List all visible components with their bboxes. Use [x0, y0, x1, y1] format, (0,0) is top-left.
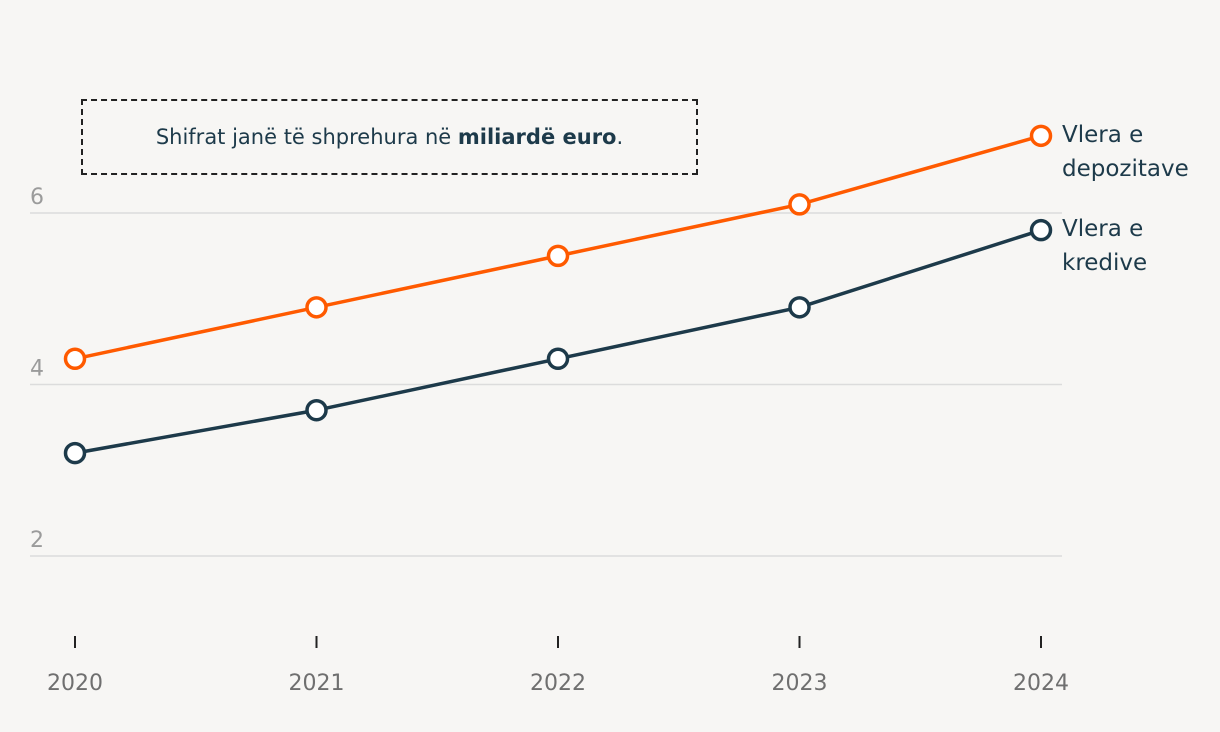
- point-kredive-2023: [788, 296, 811, 319]
- note-text-after: .: [616, 125, 624, 149]
- note-text: Shifrat janë të shprehura në miliardë eu…: [156, 125, 623, 149]
- y-tick-label-2: 2: [30, 528, 44, 553]
- note-text-before: Shifrat janë të shprehura në: [155, 125, 458, 149]
- point-depozitave-2022: [546, 244, 570, 268]
- point-depozitave-2020: [63, 347, 87, 371]
- point-kredive-2024: [1029, 218, 1053, 242]
- x-tick-label-2021: 2021: [289, 671, 345, 696]
- x-tick-label-2022: 2022: [530, 671, 586, 696]
- y-tick-label-6: 6: [30, 185, 44, 210]
- note-text-bold: miliardë euro: [457, 125, 617, 149]
- point-depozitave-2024: [1029, 124, 1053, 148]
- x-tick-label-2024: 2024: [1013, 671, 1069, 696]
- series-label-depozitave: Vlera e depozitave: [1062, 122, 1189, 182]
- x-tick-label-2023: 2023: [772, 671, 828, 696]
- point-kredive-2022: [546, 347, 570, 371]
- unit-note: Shifrat janë të shprehura në miliardë eu…: [81, 99, 698, 175]
- x-tick-label-2020: 2020: [47, 671, 103, 696]
- point-kredive-2021: [305, 398, 328, 422]
- point-depozitave-2021: [305, 296, 328, 319]
- y-tick-label-4: 4: [30, 357, 44, 382]
- point-kredive-2020: [63, 441, 87, 465]
- series-label-kredive: Vlera e kredive: [1062, 216, 1148, 276]
- point-depozitave-2023: [788, 193, 811, 216]
